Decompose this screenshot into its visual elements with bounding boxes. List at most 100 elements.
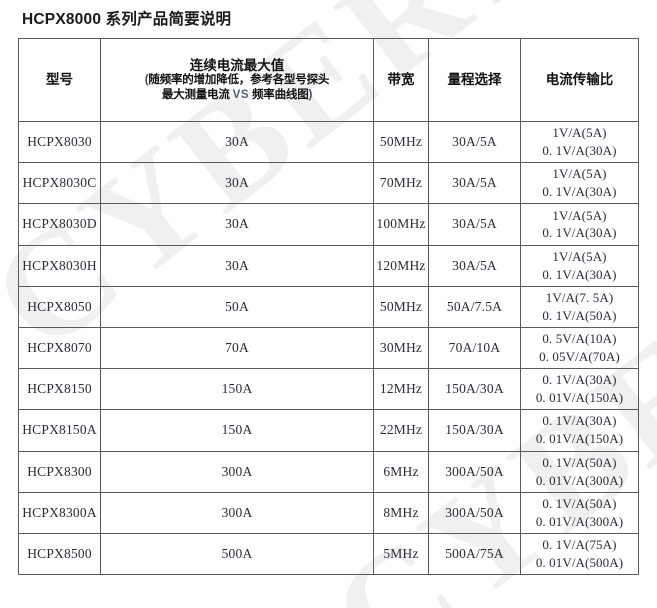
- ratio-line-primary: 0. 1V/A(30A): [542, 413, 617, 429]
- cell-current-transfer-ratio: 0. 1V/A(50A) 0. 01V/A(300A): [520, 450, 639, 493]
- ratio-line-primary: 1V/A(5A): [552, 248, 607, 264]
- cell-range-selection: 30A/5A: [428, 244, 521, 287]
- table-row: HCPX8030C 30A 70MHz 30A/5A 1V/A(5A) 0. 1V/A(3…: [18, 162, 639, 205]
- note-close-paren: ): [308, 88, 313, 101]
- note-vs-label: VS: [232, 88, 249, 101]
- cell-model: HCPX8030: [18, 120, 101, 164]
- cell-continuous-current: 150A: [100, 409, 374, 452]
- cell-current-transfer-ratio: 1V/A(5A) 0. 1V/A(30A): [520, 244, 639, 287]
- cell-bandwidth: 5MHz: [373, 532, 429, 576]
- column-header-continuous-current: 连续电流最大值 (随频率的增加降低，参考各型号探头 最大测量电流 VS 频率曲线…: [100, 38, 374, 122]
- table-row: HCPX8030D 30A 100MHz 30A/5A 1V/A(5A) 0. 1V/A(…: [18, 203, 639, 246]
- cell-range-selection: 30A/5A: [428, 203, 521, 246]
- cell-current-transfer-ratio: 1V/A(7. 5A) 0. 1V/A(50A): [520, 285, 639, 328]
- table-row: HCPX8070 70A 30MHz 70A/10A 0. 5V/A(10A) 0. 05…: [18, 326, 639, 370]
- note-line2-text-b: 频率曲线图: [249, 88, 309, 101]
- column-header-continuous-current-note-line2: 最大测量电流 VS 频率曲线图): [161, 88, 313, 102]
- cell-model: HCPX8030C: [18, 162, 101, 205]
- column-header-bandwidth-label: 带宽: [387, 72, 415, 88]
- cell-model: HCPX8500: [18, 532, 101, 576]
- cell-current-transfer-ratio: 0. 1V/A(75A) 0. 01V/A(500A): [520, 532, 639, 576]
- cell-continuous-current: 300A: [100, 491, 374, 534]
- cell-continuous-current: 70A: [100, 326, 374, 370]
- ratio-line-secondary: 0. 1V/A(30A): [542, 225, 617, 241]
- table-row: HCPX8300A 300A 8MHz 300A/50A 0. 1V/A(50A) 0. …: [18, 491, 639, 534]
- cell-range-selection: 300A/50A: [428, 450, 521, 493]
- cell-model: HCPX8030H: [18, 244, 101, 287]
- cell-current-transfer-ratio: 1V/A(5A) 0. 1V/A(30A): [520, 162, 639, 205]
- table-row: HCPX8050 50A 50MHz 50A/7.5A 1V/A(7. 5A) 0. 1V…: [18, 285, 639, 328]
- cell-range-selection: 70A/10A: [428, 326, 521, 370]
- cell-bandwidth: 6MHz: [373, 450, 429, 493]
- cell-range-selection: 500A/75A: [428, 532, 521, 576]
- cell-bandwidth: 30MHz: [373, 326, 429, 370]
- cell-current-transfer-ratio: 0. 1V/A(50A) 0. 01V/A(300A): [520, 491, 639, 534]
- ratio-line-secondary: 0. 1V/A(50A): [542, 307, 617, 323]
- ratio-line-primary: 0. 1V/A(75A): [542, 537, 617, 553]
- cell-continuous-current: 30A: [100, 162, 374, 205]
- ratio-line-primary: 0. 5V/A(10A): [542, 331, 617, 347]
- table-header-row: 型号 连续电流最大值 (随频率的增加降低，参考各型号探头 最大测量电流 VS 频…: [18, 38, 639, 122]
- table-row: HCPX8300 300A 6MHz 300A/50A 0. 1V/A(50A) 0. 0…: [18, 450, 639, 493]
- column-header-current-transfer-ratio: 电流传输比: [520, 38, 639, 122]
- cell-range-selection: 30A/5A: [428, 120, 521, 164]
- column-header-bandwidth: 带宽: [373, 38, 429, 122]
- note-line1-text: 随频率的增加降低，参考各型号探头: [148, 74, 330, 87]
- column-header-range-selection: 量程选择: [428, 38, 521, 122]
- ratio-line-primary: 0. 1V/A(50A): [542, 495, 617, 511]
- cell-continuous-current: 300A: [100, 450, 374, 493]
- cell-range-selection: 50A/7.5A: [428, 285, 521, 328]
- note-open-paren: (: [144, 74, 149, 87]
- cell-range-selection: 150A/30A: [428, 368, 521, 411]
- ratio-line-secondary: 0. 01V/A(300A): [535, 472, 624, 488]
- ratio-line-primary: 0. 1V/A(50A): [542, 454, 617, 470]
- ratio-line-primary: 1V/A(5A): [552, 125, 607, 141]
- cell-bandwidth: 12MHz: [373, 368, 429, 411]
- cell-bandwidth: 70MHz: [373, 162, 429, 205]
- cell-current-transfer-ratio: 1V/A(5A) 0. 1V/A(30A): [520, 120, 639, 164]
- note-line2-text-a: 最大测量电流: [161, 88, 233, 101]
- ratio-line-secondary: 0. 1V/A(30A): [542, 143, 617, 159]
- column-header-model: 型号: [18, 38, 101, 122]
- cell-range-selection: 150A/30A: [428, 409, 521, 452]
- ratio-line-secondary: 0. 01V/A(150A): [535, 431, 624, 447]
- cell-model: HCPX8070: [18, 326, 101, 370]
- cell-model: HCPX8150A: [18, 409, 101, 452]
- cell-continuous-current: 30A: [100, 244, 374, 287]
- column-header-continuous-current-label: 连续电流最大值: [189, 57, 285, 73]
- cell-bandwidth: 100MHz: [373, 203, 429, 246]
- ratio-line-secondary: 0. 05V/A(70A): [539, 349, 620, 365]
- product-spec-table: 型号 连续电流最大值 (随频率的增加降低，参考各型号探头 最大测量电流 VS 频…: [18, 38, 639, 576]
- cell-bandwidth: 120MHz: [373, 244, 429, 287]
- cell-continuous-current: 150A: [100, 368, 374, 411]
- table-row: HCPX8030H 30A 120MHz 30A/5A 1V/A(5A) 0. 1V/A(…: [18, 244, 639, 287]
- column-header-continuous-current-note-line1: (随频率的增加降低，参考各型号探头: [144, 74, 330, 87]
- table-row: HCPX8150 150A 12MHz 150A/30A 0. 1V/A(30A) 0. …: [18, 368, 639, 411]
- cell-model: HCPX8300A: [18, 491, 101, 534]
- cell-bandwidth: 50MHz: [373, 120, 429, 164]
- cell-range-selection: 300A/50A: [428, 491, 521, 534]
- cell-model: HCPX8050: [18, 285, 101, 328]
- cell-continuous-current: 30A: [100, 203, 374, 246]
- table-row: HCPX8030 30A 50MHz 30A/5A 1V/A(5A) 0. 1V/A(30…: [18, 120, 639, 164]
- table-row: HCPX8500 500A 5MHz 500A/75A 0. 1V/A(75A) 0. 0…: [18, 532, 639, 576]
- cell-continuous-current: 500A: [100, 532, 374, 576]
- ratio-line-primary: 1V/A(5A): [552, 166, 607, 182]
- cell-bandwidth: 8MHz: [373, 491, 429, 534]
- column-header-continuous-current-stack: 连续电流最大值 (随频率的增加降低，参考各型号探头 最大测量电流 VS 频率曲线…: [101, 57, 373, 104]
- cell-bandwidth: 50MHz: [373, 285, 429, 328]
- cell-model: HCPX8300: [18, 450, 101, 493]
- ratio-line-secondary: 0. 1V/A(30A): [542, 184, 617, 200]
- ratio-line-secondary: 0. 1V/A(30A): [542, 266, 617, 282]
- table-body: HCPX8030 30A 50MHz 30A/5A 1V/A(5A) 0. 1V/A(30…: [18, 120, 639, 576]
- cell-current-transfer-ratio: 0. 1V/A(30A) 0. 01V/A(150A): [520, 368, 639, 411]
- column-header-current-transfer-ratio-label: 电流传输比: [545, 72, 614, 88]
- ratio-line-primary: 1V/A(7. 5A): [545, 289, 614, 305]
- column-header-range-selection-label: 量程选择: [447, 72, 502, 88]
- cell-continuous-current: 50A: [100, 285, 374, 328]
- table-row: HCPX8150A 150A 22MHz 150A/30A 0. 1V/A(30A) 0.…: [18, 409, 639, 452]
- cell-bandwidth: 22MHz: [373, 409, 429, 452]
- ratio-line-secondary: 0. 01V/A(150A): [535, 390, 624, 406]
- ratio-line-secondary: 0. 01V/A(300A): [535, 513, 624, 529]
